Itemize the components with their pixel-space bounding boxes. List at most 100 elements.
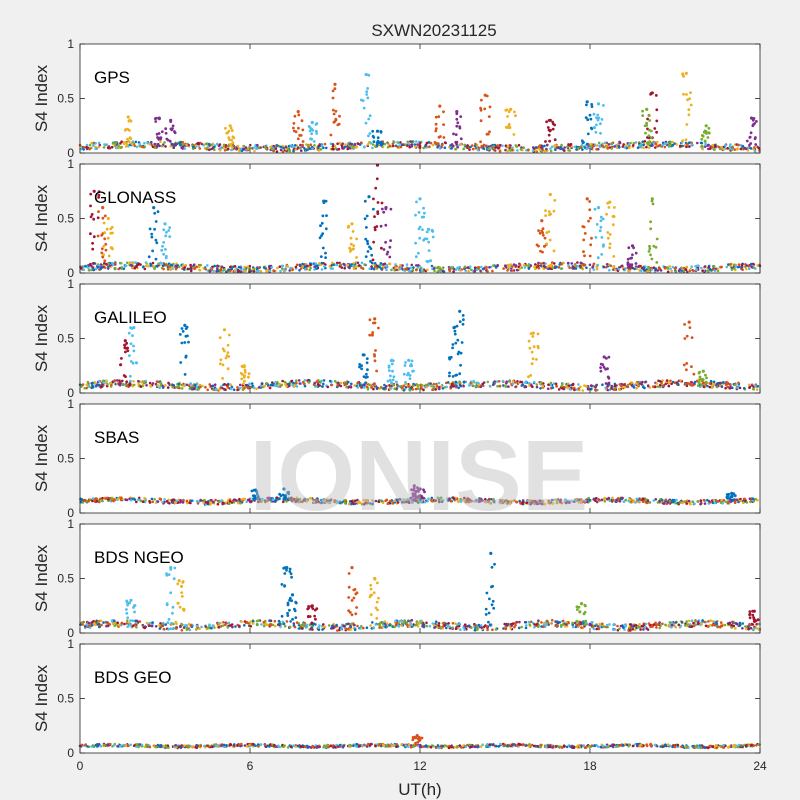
point xyxy=(690,381,694,384)
point xyxy=(388,144,392,148)
point xyxy=(499,501,502,505)
point xyxy=(644,380,647,384)
point xyxy=(589,145,593,148)
point xyxy=(173,498,176,502)
point xyxy=(427,240,430,244)
point xyxy=(455,324,459,328)
point xyxy=(719,382,722,385)
point xyxy=(610,384,614,388)
point xyxy=(303,147,306,150)
point xyxy=(654,146,657,149)
point xyxy=(590,236,593,240)
point xyxy=(96,234,100,238)
point xyxy=(290,379,294,383)
point xyxy=(590,142,593,146)
point xyxy=(320,261,324,265)
point xyxy=(415,268,418,272)
point xyxy=(514,144,517,147)
point xyxy=(751,497,755,501)
point xyxy=(236,386,239,389)
panel-label: SBAS xyxy=(94,428,139,447)
point xyxy=(315,380,319,383)
point xyxy=(527,148,530,152)
point xyxy=(527,375,530,379)
point xyxy=(355,237,358,241)
point xyxy=(297,379,301,382)
point xyxy=(157,262,160,266)
point xyxy=(408,145,412,149)
point xyxy=(525,148,528,152)
point xyxy=(89,232,92,236)
point xyxy=(89,262,92,266)
point xyxy=(339,384,343,388)
point xyxy=(737,263,741,266)
point xyxy=(454,147,458,151)
point xyxy=(587,496,590,500)
point xyxy=(656,144,659,148)
point xyxy=(484,144,488,148)
point xyxy=(390,381,393,385)
point xyxy=(325,214,328,218)
point xyxy=(424,144,427,148)
point xyxy=(577,146,580,150)
point xyxy=(471,147,475,151)
point xyxy=(203,499,206,502)
point xyxy=(753,122,756,125)
point xyxy=(252,146,255,150)
point xyxy=(674,270,678,274)
point xyxy=(360,502,364,506)
point xyxy=(416,143,419,146)
point xyxy=(388,369,391,372)
point xyxy=(671,143,675,147)
point xyxy=(692,372,696,376)
point xyxy=(734,265,738,269)
point xyxy=(219,268,222,272)
point xyxy=(278,265,282,269)
point xyxy=(682,363,686,367)
point xyxy=(455,117,459,121)
point xyxy=(349,242,353,246)
point xyxy=(122,142,126,146)
point xyxy=(605,357,608,360)
point xyxy=(191,147,195,150)
point xyxy=(463,496,466,500)
point xyxy=(498,384,502,388)
point xyxy=(448,356,451,360)
point xyxy=(333,499,337,502)
point xyxy=(648,128,651,132)
point xyxy=(119,146,123,149)
point xyxy=(250,500,253,503)
point xyxy=(581,389,585,392)
point xyxy=(546,126,550,129)
point xyxy=(736,147,739,150)
point xyxy=(570,500,574,503)
point xyxy=(240,377,244,381)
point xyxy=(292,149,295,153)
point xyxy=(459,351,463,355)
point xyxy=(356,142,360,146)
point xyxy=(175,499,178,503)
point xyxy=(688,145,691,148)
point xyxy=(532,499,536,503)
point xyxy=(117,383,121,386)
point xyxy=(590,103,594,106)
point xyxy=(386,250,390,254)
point xyxy=(319,148,323,151)
point xyxy=(450,267,454,270)
point xyxy=(314,123,318,126)
point xyxy=(671,140,674,144)
point xyxy=(726,495,729,498)
point xyxy=(81,383,85,386)
point xyxy=(464,500,468,504)
point xyxy=(449,382,452,386)
point xyxy=(434,115,438,119)
point xyxy=(140,380,144,384)
point xyxy=(427,249,431,253)
point xyxy=(225,270,228,274)
point xyxy=(594,385,597,389)
point xyxy=(226,367,230,371)
point xyxy=(283,380,287,384)
point xyxy=(528,384,531,387)
point xyxy=(542,261,545,265)
point xyxy=(422,388,425,392)
